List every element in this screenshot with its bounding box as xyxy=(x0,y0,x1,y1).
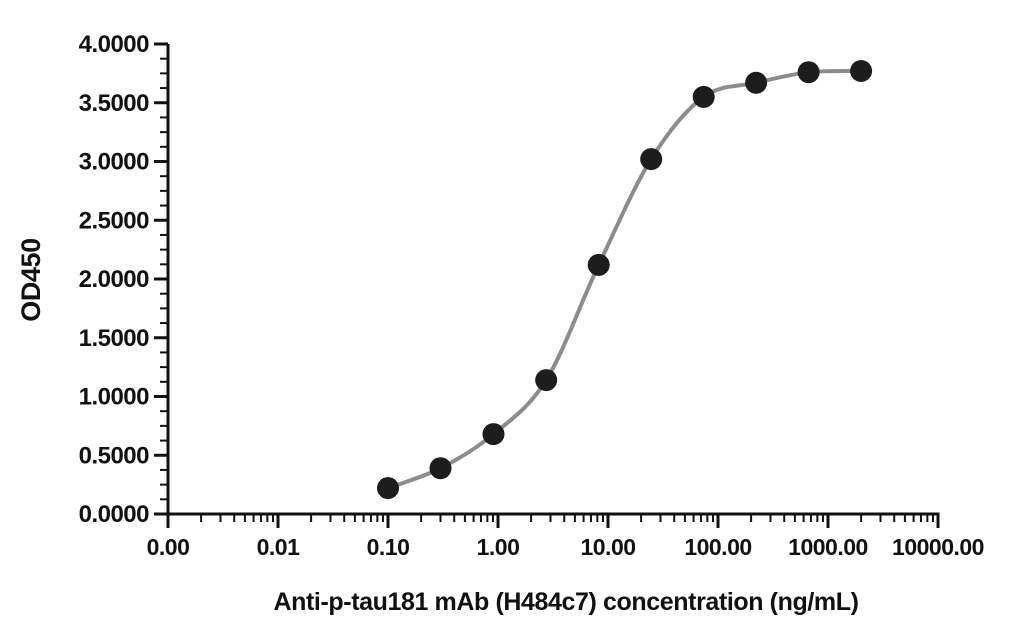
x-tick-label: 1.00 xyxy=(477,534,520,560)
y-tick-label: 1.5000 xyxy=(79,325,150,352)
x-tick-label: 10000.00 xyxy=(892,534,984,560)
x-tick-label: 0.01 xyxy=(257,534,300,560)
x-tick-label: 0.00 xyxy=(147,534,190,560)
y-tick-label: 0.0000 xyxy=(79,501,150,528)
data-points xyxy=(377,60,873,500)
axis-lines xyxy=(166,44,940,516)
x-axis-title: Anti-p-tau181 mAb (H484c7) concentration… xyxy=(273,588,858,616)
data-point-marker xyxy=(745,71,768,94)
data-point-marker xyxy=(640,148,663,171)
data-point-marker xyxy=(692,85,715,108)
data-point-marker xyxy=(482,423,505,446)
data-point-marker xyxy=(850,60,873,82)
data-point-marker xyxy=(797,61,820,84)
y-tick-label: 2.5000 xyxy=(79,207,150,234)
y-tick-label: 2.0000 xyxy=(79,266,150,293)
x-tick-labels: 0.00 0.01 0.10 1.00 10.00 100.00 1000.00 10000.… xyxy=(147,534,985,560)
x-tick-label: 1000.00 xyxy=(788,534,868,560)
y-tick-label: 3.5000 xyxy=(79,90,150,117)
data-point-marker xyxy=(587,253,610,276)
y-tick-label: 4.0000 xyxy=(79,31,150,58)
data-point-marker xyxy=(429,457,452,480)
y-axis-title: OD450 xyxy=(16,238,46,322)
x-tick-label: 100.00 xyxy=(684,534,751,560)
y-major-ticks xyxy=(154,42,168,516)
data-point-marker xyxy=(535,369,558,392)
x-tick-label: 10.00 xyxy=(580,534,635,560)
y-tick-label: 3.0000 xyxy=(79,149,150,176)
y-tick-labels: 0.0000 0.5000 1.0000 1.5000 2.0000 2.5000 3.00… xyxy=(79,31,150,528)
x-tick-label: 0.10 xyxy=(367,534,410,560)
fit-curve-line xyxy=(386,68,864,491)
x-major-ticks xyxy=(166,514,940,528)
data-point-marker xyxy=(377,477,399,500)
y-tick-label: 0.5000 xyxy=(79,442,150,469)
y-tick-label: 1.0000 xyxy=(79,384,150,411)
